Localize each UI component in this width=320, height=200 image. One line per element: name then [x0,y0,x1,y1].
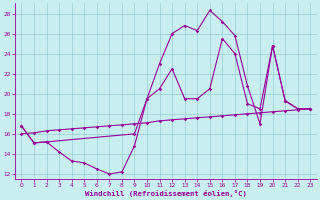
X-axis label: Windchill (Refroidissement éolien,°C): Windchill (Refroidissement éolien,°C) [85,190,247,197]
